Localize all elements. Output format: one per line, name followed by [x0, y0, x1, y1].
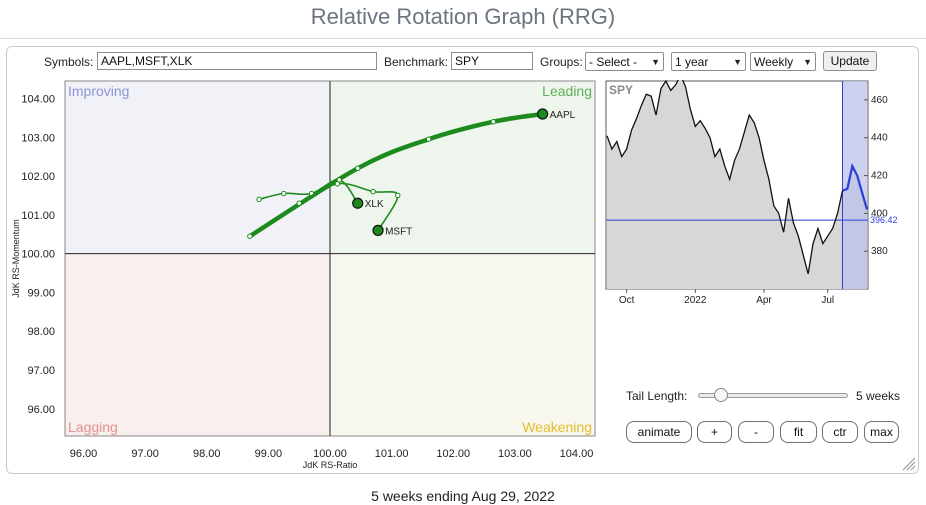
last-value-label: 396.42 — [870, 215, 898, 225]
resize-grip-icon[interactable] — [900, 455, 916, 471]
period-select[interactable]: 1 year ▼ — [671, 52, 746, 71]
quadrant-lagging — [65, 253, 330, 436]
center-button[interactable]: ctr — [822, 421, 858, 443]
recent-window-shade — [842, 81, 867, 289]
tail-point-xlk — [256, 196, 262, 203]
chevron-down-icon: ▼ — [651, 56, 660, 67]
groups-select-value: - Select - — [589, 54, 638, 69]
fit-button[interactable]: fit — [780, 421, 817, 443]
frequency-select-value: Weekly — [754, 54, 794, 69]
rrg-x-axis-label: JdK RS-Ratio — [303, 460, 358, 470]
symbols-label: Symbols: — [44, 55, 94, 69]
head-xlk — [352, 197, 364, 209]
tail-length-slider-handle[interactable] — [714, 388, 728, 402]
rrg-y-tick-label: 99.00 — [27, 287, 55, 299]
rrg-y-tick-label: 96.00 — [27, 404, 55, 416]
chevron-down-icon: ▼ — [733, 56, 742, 67]
tail-point-aapl — [355, 165, 361, 171]
benchmark-x-tick-label: Jul — [821, 295, 834, 306]
title-divider — [0, 38, 926, 39]
quadrant-label-weakening: Weakening — [522, 419, 592, 435]
head-aapl — [537, 108, 549, 120]
benchmark-input[interactable] — [451, 52, 533, 70]
rrg-x-tick-label: 100.00 — [313, 448, 347, 460]
benchmark-chart: SPY 460 440 420 400 380 Oct 2022 Apr Jul 396.42 — [605, 80, 898, 306]
groups-select[interactable]: - Select - ▼ — [585, 52, 664, 71]
benchmark-x-tick-label: Oct — [619, 295, 635, 306]
rrg-y-tick-label: 103.00 — [21, 132, 55, 144]
symbols-input[interactable] — [97, 52, 377, 70]
quadrant-label-lagging: Lagging — [68, 419, 118, 435]
frequency-select[interactable]: Weekly ▼ — [750, 52, 816, 71]
zoom-out-button[interactable]: - — [738, 421, 774, 443]
rrg-y-tick-label: 100.00 — [21, 249, 55, 261]
tail-point-xlk — [281, 190, 287, 197]
benchmark-label: Benchmark: — [384, 55, 449, 69]
benchmark-recent-line — [842, 162, 869, 210]
head-msft — [372, 224, 384, 236]
label-msft: MSFT — [385, 226, 412, 237]
rrg-chart[interactable]: Improving Leading Lagging Weakening JdK … — [10, 76, 600, 472]
period-select-value: 1 year — [675, 54, 709, 69]
rrg-x-tick-label: 102.00 — [436, 448, 470, 460]
rrg-x-tick-label: 101.00 — [375, 448, 409, 460]
tail-length-slider[interactable] — [698, 393, 848, 398]
tail-point-msft — [296, 200, 302, 206]
groups-label: Groups: — [540, 55, 583, 69]
rrg-y-tick-label: 104.00 — [21, 93, 55, 105]
update-button[interactable]: Update — [823, 51, 877, 71]
rrg-x-tick-label: 103.00 — [498, 448, 532, 460]
zoom-in-button[interactable]: + — [697, 421, 732, 443]
rrg-x-tick-label: 99.00 — [255, 448, 283, 460]
rrg-y-tick-label: 97.00 — [27, 365, 55, 377]
benchmark-y-tick-label: 440 — [871, 133, 888, 144]
page-title: Relative Rotation Graph (RRG) — [310, 4, 616, 29]
tail-length-value: 5 weeks — [856, 389, 901, 403]
benchmark-y-tick-label: 420 — [871, 171, 888, 182]
rrg-y-tick-label: 98.00 — [27, 326, 55, 338]
quadrant-label-improving: Improving — [68, 83, 129, 99]
rrg-y-tick-label: 102.00 — [21, 171, 55, 183]
rrg-x-tick-label: 98.00 — [193, 448, 221, 460]
tail-point-aapl — [490, 119, 497, 125]
label-aapl: AAPL — [550, 110, 576, 121]
rrg-x-tick-label: 97.00 — [131, 448, 159, 460]
date-range-caption: 5 weeks ending Aug 29, 2022 — [371, 488, 555, 504]
benchmark-x-tick-label: 2022 — [684, 295, 707, 306]
benchmark-y-tick-label: 380 — [871, 246, 888, 257]
rrg-x-tick-label: 96.00 — [70, 448, 98, 460]
benchmark-area — [607, 80, 867, 289]
quadrant-improving — [65, 81, 330, 254]
benchmark-y-tick-label: 460 — [871, 95, 888, 106]
animate-button[interactable]: animate — [626, 421, 692, 443]
rrg-y-tick-label: 101.00 — [21, 210, 55, 222]
tail-point-msft — [395, 192, 401, 199]
tail-point-msft — [334, 181, 341, 187]
tail-point-aapl — [425, 136, 432, 142]
tail-length-label: Tail Length: — [626, 389, 688, 403]
max-button[interactable]: max — [864, 421, 899, 443]
benchmark-chart-title: SPY — [609, 83, 633, 97]
quadrant-weakening — [330, 253, 595, 436]
rrg-x-tick-label: 104.00 — [560, 448, 594, 460]
benchmark-y-tick-label: 400 — [871, 208, 888, 219]
quadrant-leading — [330, 81, 595, 254]
chevron-down-icon: ▼ — [803, 56, 812, 67]
benchmark-x-tick-label: Apr — [756, 295, 772, 306]
quadrant-label-leading: Leading — [542, 83, 592, 99]
tail-point-aapl — [247, 233, 253, 239]
label-xlk: XLK — [365, 199, 384, 210]
rrg-y-axis-label: JdK RS-Momentum — [11, 219, 21, 298]
tail-point-msft — [370, 188, 376, 195]
benchmark-price-line — [606, 80, 844, 275]
